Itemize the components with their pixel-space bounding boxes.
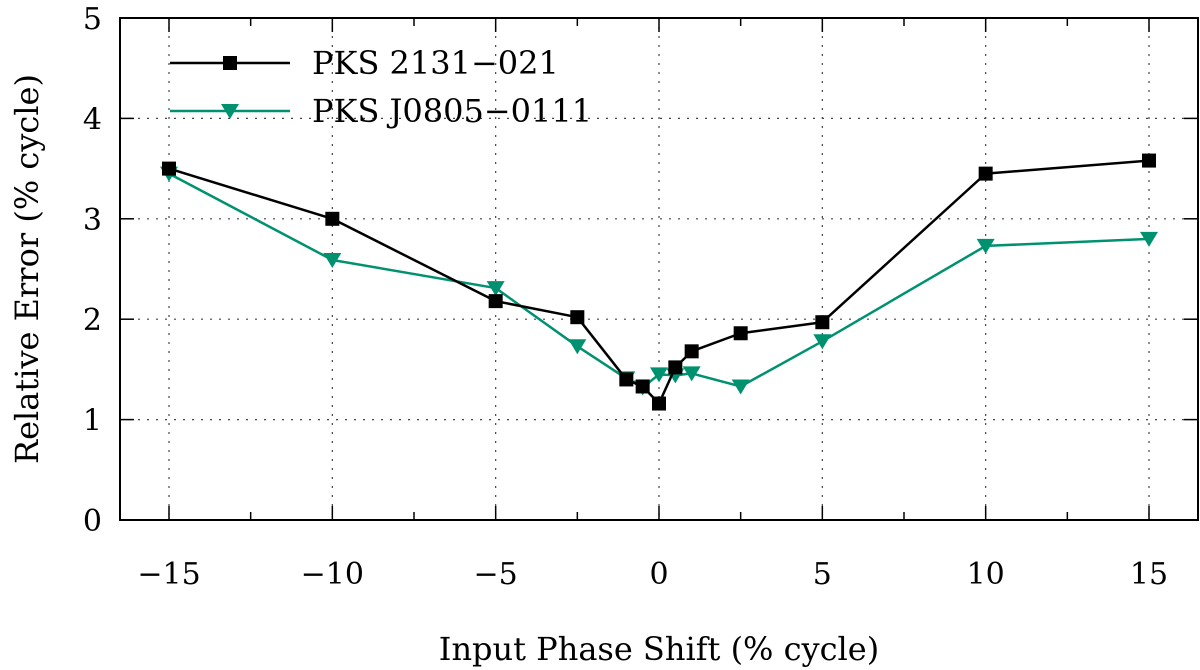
x-tick-label: 0: [649, 557, 668, 592]
x-axis-label: Input Phase Shift (% cycle): [439, 630, 879, 668]
data-point: [325, 211, 340, 226]
data-point: [684, 344, 699, 359]
data-point: [1142, 153, 1156, 168]
y-tick-label: 3: [83, 203, 102, 238]
series-line: [168, 159, 1150, 405]
legend-marker: [223, 56, 237, 70]
axis-ticks: [120, 17, 1198, 521]
y-axis-label: Relative Error (% cycle): [8, 74, 46, 464]
data-point: [815, 315, 830, 330]
data-point: [1140, 231, 1158, 247]
x-tick-label: 5: [813, 557, 832, 592]
data-point: [682, 366, 701, 382]
series-black: [162, 153, 1156, 411]
x-tick-label: −10: [301, 557, 364, 592]
legend: PKS 2131−021 PKS J0805−0111: [170, 44, 592, 130]
data-point: [652, 396, 666, 411]
y-tick-label: 1: [83, 404, 102, 439]
legend-item: PKS J0805−0111: [170, 92, 592, 130]
legend-label: PKS 2131−021: [312, 44, 559, 82]
x-tick-label: 10: [967, 557, 1005, 592]
data-point: [813, 334, 832, 350]
legend-label: PKS J0805−0111: [312, 92, 592, 130]
y-tick-label: 5: [83, 2, 102, 37]
legend-marker: [221, 104, 239, 119]
data-point: [162, 161, 176, 176]
data-point: [570, 310, 585, 325]
legend-item: PKS 2131−021: [170, 44, 559, 82]
data-point: [486, 281, 505, 297]
y-tick-label: 4: [83, 102, 102, 137]
data-point: [635, 379, 650, 394]
x-tick-label: 15: [1130, 557, 1168, 592]
data-point: [978, 166, 993, 181]
data-point: [976, 238, 995, 254]
y-tick-label: 0: [83, 504, 102, 539]
data-point: [488, 294, 503, 309]
tick-labels: 0 1 2 3 4 5 −15 −10 −5 0 5 10 15: [83, 2, 1168, 592]
data-point: [568, 339, 587, 355]
y-tick-label: 2: [83, 303, 102, 338]
data-point: [619, 372, 634, 387]
data-point: [323, 252, 342, 268]
plot-frame: [119, 17, 1199, 521]
grid-lines: [120, 18, 1198, 520]
x-tick-label: −15: [137, 557, 200, 592]
data-point: [668, 360, 683, 375]
data-point: [650, 367, 668, 383]
data-point: [733, 326, 748, 341]
data-point: [731, 379, 750, 395]
data-series: [160, 153, 1158, 411]
x-tick-label: −5: [474, 557, 518, 592]
